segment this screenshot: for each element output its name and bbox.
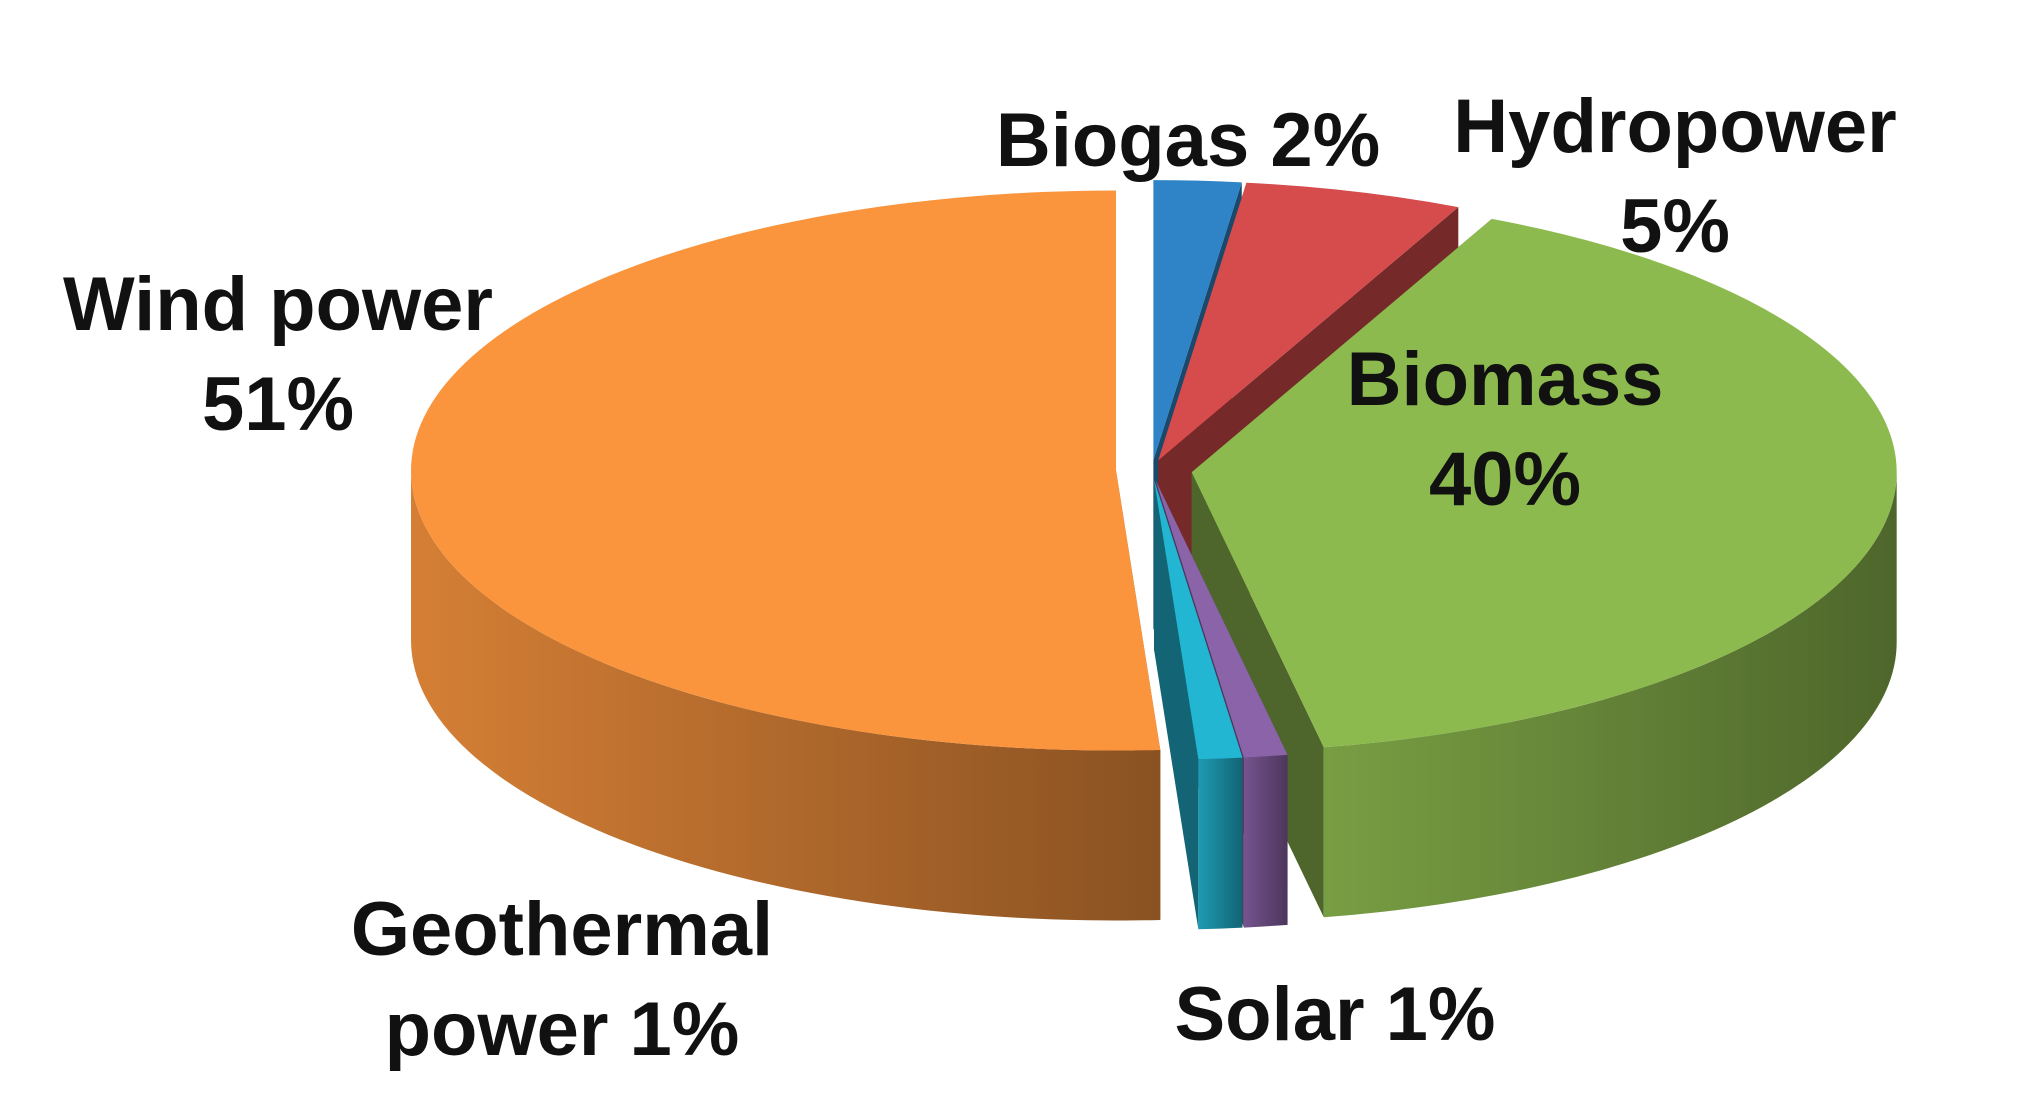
geothermal-power-label-line: Geothermal <box>351 887 773 972</box>
solar-side <box>1243 754 1288 928</box>
wind-power-label: Wind power 51% <box>63 262 493 447</box>
slice-labels: Biogas 2% Hydropower 5% Biomass 40% Solar 1% G… <box>63 84 1897 1072</box>
biomass-label-line: Biomass <box>1347 337 1664 422</box>
biogas-label-line: Biogas 2% <box>996 98 1380 183</box>
geothermal-power-label: Geothermal power 1% <box>351 887 773 1072</box>
solar-label-line: Solar 1% <box>1174 972 1495 1057</box>
biomass-label: Biomass 40% <box>1347 337 1664 522</box>
wind-power-label-line: 51% <box>202 362 354 447</box>
geothermal-power-slice <box>1154 479 1243 760</box>
biomass-side <box>1323 472 1897 918</box>
biomass-slice <box>1191 218 1897 748</box>
biogas-label: Biogas 2% <box>996 98 1380 183</box>
hydropower-label-line: Hydropower <box>1453 84 1896 169</box>
slice-tops <box>411 180 1897 760</box>
hydropower-label: Hydropower 5% <box>1453 84 1896 269</box>
solar-slice <box>1155 479 1288 758</box>
hydropower-slice <box>1158 182 1459 461</box>
wind-power-label-line: Wind power <box>63 262 493 347</box>
wind-power-slice <box>411 190 1161 751</box>
solar-label: Solar 1% <box>1174 972 1495 1057</box>
biogas-slice <box>1153 180 1242 461</box>
geothermal-power-wall-end <box>1154 479 1199 930</box>
biomass-label-line: 40% <box>1429 437 1581 522</box>
geothermal-power-side <box>1198 757 1243 930</box>
hydropower-label-line: 5% <box>1620 184 1730 269</box>
geothermal-power-label-line: power 1% <box>385 987 740 1072</box>
wind-power-side <box>411 470 1161 921</box>
